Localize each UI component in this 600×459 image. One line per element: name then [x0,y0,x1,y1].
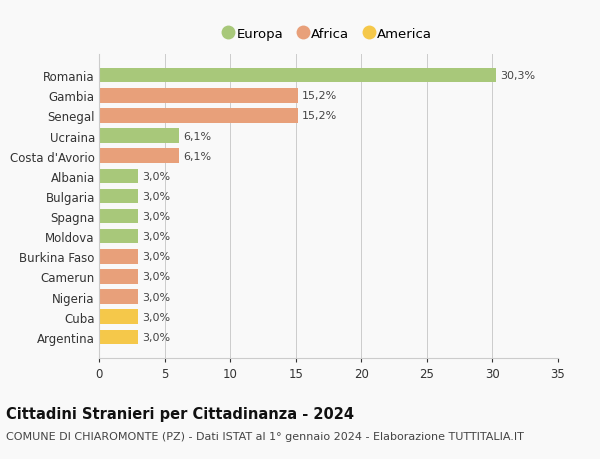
Text: COMUNE DI CHIAROMONTE (PZ) - Dati ISTAT al 1° gennaio 2024 - Elaborazione TUTTIT: COMUNE DI CHIAROMONTE (PZ) - Dati ISTAT … [6,431,524,442]
Bar [99,69,496,83]
Text: 30,3%: 30,3% [500,71,535,81]
Text: 3,0%: 3,0% [142,172,170,181]
Bar [99,330,139,344]
Legend: Europa, Africa, America: Europa, Africa, America [220,22,437,46]
Text: 3,0%: 3,0% [142,312,170,322]
Text: 3,0%: 3,0% [142,292,170,302]
Text: 3,0%: 3,0% [142,252,170,262]
Text: 3,0%: 3,0% [142,191,170,202]
Bar [99,189,139,204]
Bar [99,89,298,103]
Bar [99,250,139,264]
Bar [99,149,179,163]
Text: 3,0%: 3,0% [142,212,170,222]
Bar [99,290,139,304]
Text: 6,1%: 6,1% [183,131,211,141]
Text: 6,1%: 6,1% [183,151,211,162]
Text: 15,2%: 15,2% [302,91,338,101]
Bar [99,230,139,244]
Bar [99,269,139,284]
Text: 3,0%: 3,0% [142,232,170,241]
Bar [99,310,139,324]
Text: Cittadini Stranieri per Cittadinanza - 2024: Cittadini Stranieri per Cittadinanza - 2… [6,406,354,421]
Text: 15,2%: 15,2% [302,111,338,121]
Bar [99,169,139,184]
Bar [99,109,298,123]
Text: 3,0%: 3,0% [142,272,170,282]
Text: 3,0%: 3,0% [142,332,170,342]
Bar [99,209,139,224]
Bar [99,129,179,144]
